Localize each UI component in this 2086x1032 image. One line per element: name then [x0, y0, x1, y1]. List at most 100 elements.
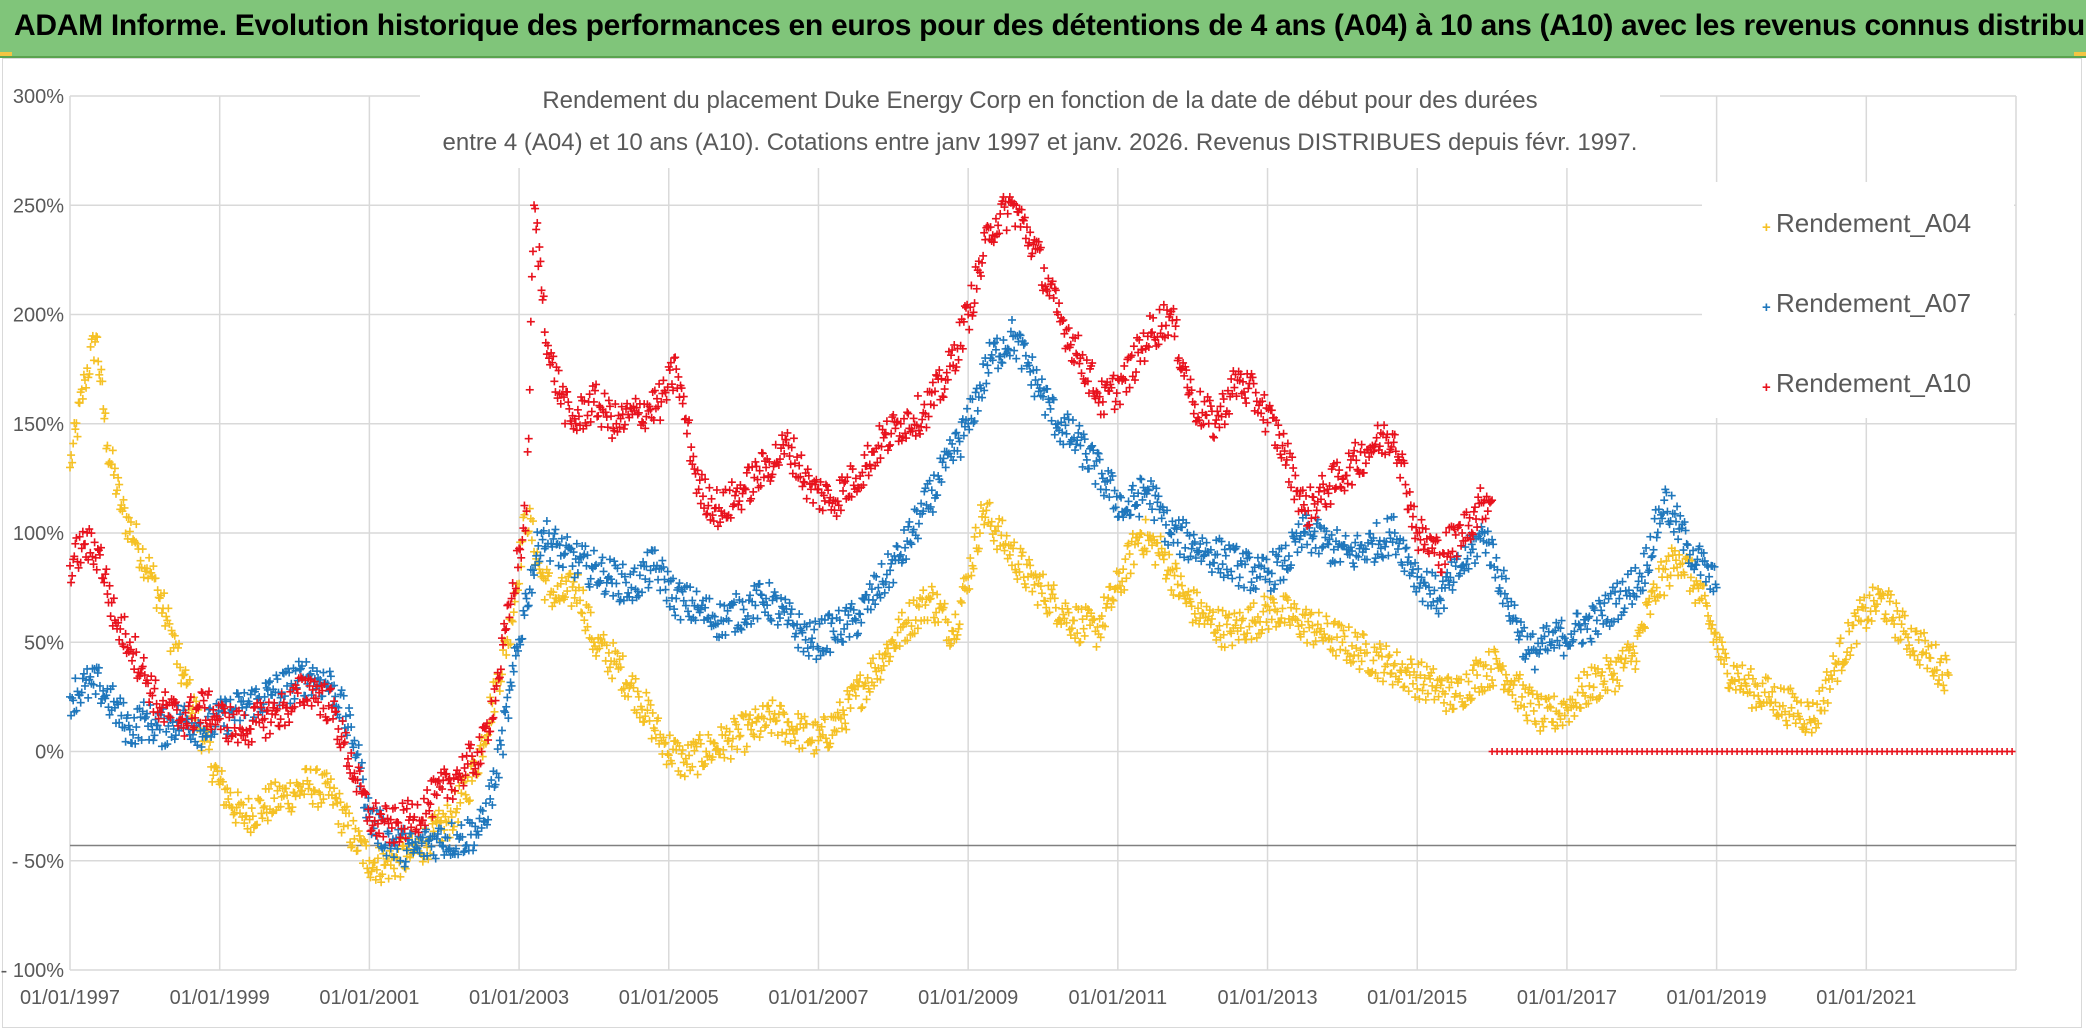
point-rendement-a04: [1021, 583, 1030, 592]
point-rendement-a04: [870, 681, 879, 690]
point-rendement-a04: [759, 714, 768, 723]
point-rendement-a04: [1357, 657, 1366, 666]
point-rendement-a07: [1383, 514, 1392, 523]
point-rendement-a04: [1406, 655, 1415, 664]
point-rendement-a07: [1091, 479, 1100, 488]
point-rendement-a04: [345, 809, 354, 818]
point-rendement-a07: [1652, 533, 1661, 542]
point-rendement-a04: [648, 708, 657, 717]
point-rendement-a04: [1404, 687, 1413, 696]
point-rendement-a04: [271, 778, 280, 787]
point-rendement-a04: [1235, 608, 1244, 617]
point-rendement-a04: [550, 598, 559, 607]
chart-frame: [2, 58, 2082, 1028]
point-rendement-a04: [556, 579, 565, 588]
point-rendement-a07: [808, 634, 817, 643]
point-rendement-a04: [589, 638, 598, 647]
point-rendement-a10: [909, 414, 918, 423]
point-rendement-a04: [721, 731, 730, 740]
legend-marker-a07: +: [1762, 299, 1771, 316]
point-rendement-a04: [835, 698, 844, 707]
point-rendement-a07: [963, 404, 972, 413]
point-rendement-a04: [1246, 603, 1255, 612]
point-rendement-a04: [92, 332, 101, 341]
point-rendement-a04: [335, 789, 344, 798]
point-rendement-a04: [1009, 544, 1018, 553]
point-rendement-a04: [1007, 561, 1016, 570]
point-rendement-a10: [860, 450, 869, 459]
point-rendement-a04: [1013, 575, 1022, 584]
point-rendement-a04: [443, 801, 452, 810]
point-rendement-a04: [1114, 569, 1123, 578]
point-rendement-a07: [1078, 462, 1087, 471]
point-rendement-a04: [1835, 639, 1844, 648]
point-rendement-a07: [1402, 543, 1411, 552]
point-rendement-a07: [983, 361, 992, 370]
point-rendement-a10: [705, 483, 714, 492]
point-rendement-a04: [71, 425, 80, 434]
point-rendement-a04: [782, 729, 791, 738]
point-rendement-a04: [490, 707, 499, 716]
point-rendement-a07: [1124, 497, 1133, 506]
y-tick-label: 150%: [13, 414, 64, 436]
y-tick-label: 250%: [13, 195, 64, 217]
point-rendement-a07: [845, 632, 854, 641]
point-rendement-a04: [1099, 593, 1108, 602]
point-rendement-a07: [880, 588, 889, 597]
point-rendement-a07: [676, 615, 685, 624]
point-rendement-a10: [334, 724, 343, 733]
point-rendement-a04: [1320, 630, 1329, 639]
point-rendement-a04: [987, 517, 996, 526]
point-rendement-a04: [1340, 632, 1349, 641]
point-rendement-a04: [310, 786, 319, 795]
point-rendement-a04: [877, 666, 886, 675]
point-rendement-a04: [1892, 599, 1901, 608]
point-rendement-a10: [1348, 480, 1357, 489]
point-rendement-a04: [1159, 555, 1168, 564]
point-rendement-a04: [365, 856, 374, 865]
point-rendement-a10: [1470, 503, 1479, 512]
point-rendement-a10: [608, 434, 617, 443]
point-rendement-a04: [734, 725, 743, 734]
point-rendement-a10: [1172, 315, 1181, 324]
point-rendement-a10: [540, 328, 549, 337]
point-rendement-a04: [599, 630, 608, 639]
point-rendement-a04: [866, 659, 875, 668]
x-tick-label: 01/01/2011: [1069, 987, 1168, 1009]
point-rendement-a10: [1476, 484, 1485, 493]
point-rendement-a10: [1275, 430, 1284, 439]
x-tick-label: 01/01/2017: [1517, 987, 1617, 1009]
point-rendement-a10: [199, 696, 208, 705]
point-rendement-a04: [828, 731, 837, 740]
point-rendement-a04: [1108, 595, 1117, 604]
point-rendement-a04: [1025, 555, 1034, 564]
point-rendement-a07: [1578, 638, 1587, 647]
point-rendement-a04: [602, 641, 611, 650]
point-rendement-a04: [218, 777, 227, 786]
point-rendement-a04: [506, 640, 515, 649]
point-rendement-a04: [786, 739, 795, 748]
point-rendement-a04: [1576, 703, 1585, 712]
point-rendement-a04: [567, 602, 576, 611]
point-rendement-a07: [71, 674, 80, 683]
point-rendement-a10: [533, 218, 542, 227]
point-rendement-a04: [949, 627, 958, 636]
point-rendement-a04: [905, 598, 914, 607]
point-rendement-a04: [1080, 631, 1089, 640]
point-rendement-a04: [1262, 618, 1271, 627]
point-rendement-a04: [247, 804, 256, 813]
point-rendement-a04: [160, 589, 169, 598]
point-rendement-a04: [1783, 721, 1792, 730]
point-rendement-a04: [453, 804, 462, 813]
point-rendement-a04: [1228, 641, 1237, 650]
point-rendement-a04: [634, 692, 643, 701]
point-rendement-a07: [756, 590, 765, 599]
point-rendement-a04: [162, 612, 171, 621]
point-rendement-a04: [1218, 606, 1227, 615]
point-rendement-a04: [1333, 633, 1342, 642]
point-rendement-a04: [173, 643, 182, 652]
point-rendement-a04: [67, 451, 76, 460]
point-rendement-a04: [478, 752, 487, 761]
point-rendement-a07: [999, 336, 1008, 345]
